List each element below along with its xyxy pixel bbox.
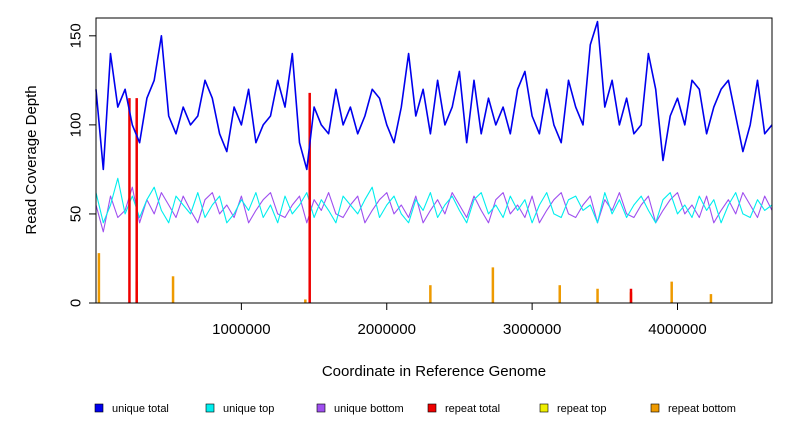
x-axis: 1000000 2000000 3000000 4000000: [212, 303, 707, 338]
legend-swatch-unique-bottom: [316, 403, 326, 413]
legend-label-unique-total: unique total: [112, 403, 169, 415]
legend-swatch-unique-top: [205, 403, 215, 413]
x-axis-label: Coordinate in Reference Genome: [322, 363, 546, 380]
y-axis-label: Read Coverage Depth: [23, 85, 40, 234]
y-tick-label: 50: [68, 206, 85, 223]
x-tick-label: 4000000: [648, 321, 706, 338]
legend-label-unique-bottom: unique bottom: [334, 403, 404, 415]
x-tick-label: 2000000: [358, 321, 416, 338]
y-tick-label: 100: [68, 112, 85, 137]
plot-frame: [95, 17, 773, 304]
y-axis: 0 50 100 150: [68, 23, 96, 307]
y-tick-label: 150: [68, 23, 85, 48]
x-tick-label: 3000000: [503, 321, 561, 338]
legend-swatch-repeat-bottom: [650, 403, 660, 413]
legend-label-repeat-total: repeat total: [445, 403, 500, 415]
series-unique-total-line: [95, 20, 773, 171]
legend-label-repeat-bottom: repeat bottom: [668, 403, 736, 415]
legend-label-unique-top: unique top: [223, 403, 274, 415]
legend-swatch-repeat-top: [539, 403, 549, 413]
plot-lines: [95, 20, 773, 303]
legend: unique total unique top unique bottom repea…: [94, 403, 736, 415]
legend-label-repeat-top: repeat top: [557, 403, 607, 415]
legend-swatch-repeat-total: [427, 403, 437, 413]
series-unique-top-line: [95, 177, 773, 224]
y-tick-label: 0: [68, 299, 85, 307]
x-tick-label: 1000000: [212, 321, 270, 338]
legend-swatch-unique-total: [94, 403, 104, 413]
